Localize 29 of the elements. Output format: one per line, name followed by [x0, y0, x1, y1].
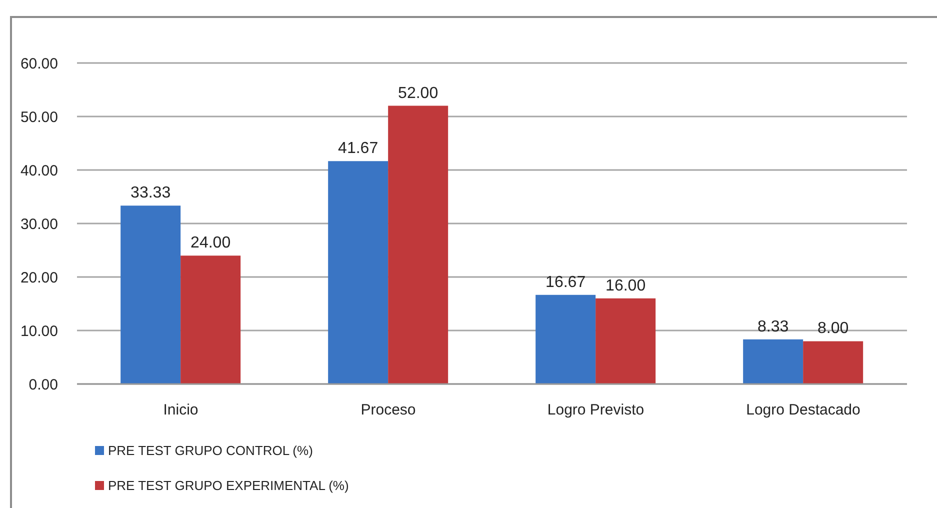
bar	[388, 106, 448, 384]
bar	[180, 256, 241, 384]
data-label: 24.00	[190, 234, 231, 252]
y-tick-label: 50.00	[20, 108, 58, 126]
y-tick-label: 30.00	[20, 216, 58, 233]
legend-label: PRE TEST GRUPO EXPERIMENTAL (%)	[108, 478, 349, 493]
data-label: 52.00	[398, 84, 438, 102]
y-tick-label: 20.00	[20, 269, 58, 286]
x-tick-label: Proceso	[360, 402, 416, 419]
x-tick-label: Inicio	[163, 402, 198, 419]
data-label: 33.33	[130, 184, 171, 202]
bar	[743, 339, 804, 384]
legend-label: PRE TEST GRUPO CONTROL (%)	[108, 443, 313, 458]
data-label: 41.67	[338, 140, 378, 158]
bar	[120, 206, 181, 384]
bar	[328, 161, 388, 384]
data-label: 16.00	[606, 277, 646, 294]
y-tick-label: 40.00	[20, 162, 58, 180]
y-tick-label: 60.00	[20, 55, 58, 72]
y-tick-label: 10.00	[20, 322, 58, 340]
bar	[803, 341, 864, 384]
y-tick-label: 0.00	[28, 376, 58, 394]
data-label: 8.33	[758, 318, 789, 336]
data-label: 16.67	[546, 274, 586, 291]
x-tick-label: Logro Destacado	[746, 402, 860, 419]
bar	[596, 298, 656, 384]
data-label: 8.00	[818, 320, 849, 338]
bar	[536, 294, 596, 384]
x-tick-label: Logro Previsto	[547, 402, 644, 419]
